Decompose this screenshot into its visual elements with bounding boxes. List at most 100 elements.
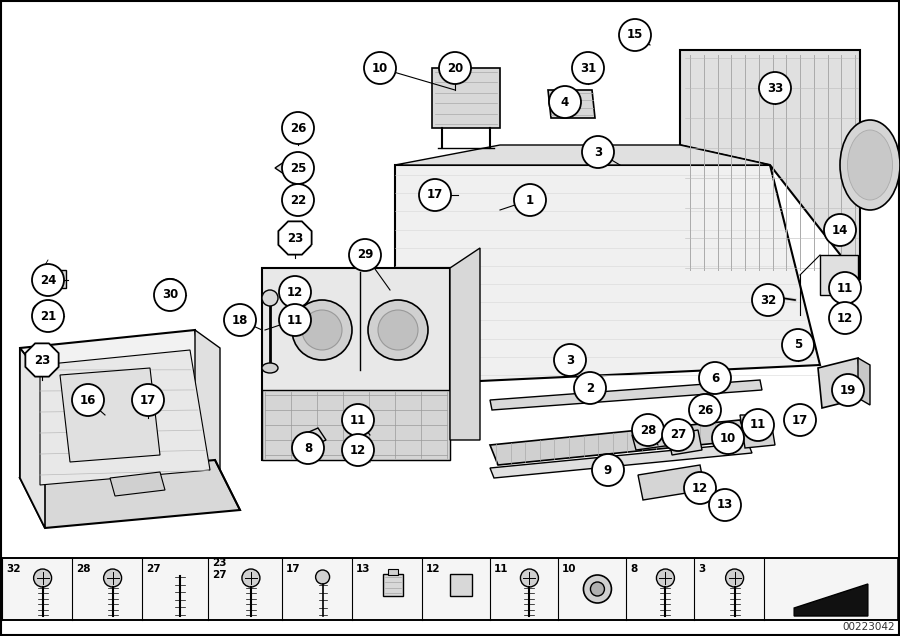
Circle shape xyxy=(154,279,186,311)
Text: 11: 11 xyxy=(350,413,366,427)
Polygon shape xyxy=(432,68,500,128)
Circle shape xyxy=(662,419,694,451)
Circle shape xyxy=(757,290,767,300)
Text: 28: 28 xyxy=(640,424,656,436)
Text: 27: 27 xyxy=(670,429,686,441)
Circle shape xyxy=(302,310,342,350)
Polygon shape xyxy=(490,420,748,465)
Text: 12: 12 xyxy=(426,564,440,574)
Text: 29: 29 xyxy=(356,249,374,261)
Circle shape xyxy=(582,136,614,168)
Bar xyxy=(2,558,898,620)
Polygon shape xyxy=(292,191,310,204)
Circle shape xyxy=(316,570,329,584)
Circle shape xyxy=(33,569,51,587)
Polygon shape xyxy=(20,460,240,528)
Text: 10: 10 xyxy=(720,431,736,445)
Text: 30: 30 xyxy=(162,289,178,301)
Text: 17: 17 xyxy=(792,413,808,427)
Circle shape xyxy=(824,214,856,246)
Circle shape xyxy=(699,362,731,394)
Text: 15: 15 xyxy=(626,29,644,41)
Polygon shape xyxy=(60,368,160,462)
Circle shape xyxy=(378,310,418,350)
Text: 21: 21 xyxy=(40,310,56,322)
Polygon shape xyxy=(858,358,870,405)
Circle shape xyxy=(224,304,256,336)
Polygon shape xyxy=(450,248,480,440)
Text: 25: 25 xyxy=(290,162,306,174)
Polygon shape xyxy=(395,145,770,165)
Text: 22: 22 xyxy=(290,193,306,207)
Polygon shape xyxy=(680,50,860,280)
Circle shape xyxy=(752,284,784,316)
Circle shape xyxy=(292,432,324,464)
Polygon shape xyxy=(395,165,820,385)
Text: 5: 5 xyxy=(794,338,802,352)
Text: 10: 10 xyxy=(562,564,577,574)
Circle shape xyxy=(709,489,741,521)
Bar xyxy=(388,569,398,575)
Text: 23: 23 xyxy=(287,232,303,244)
Circle shape xyxy=(292,300,352,360)
Circle shape xyxy=(279,276,311,308)
Text: 23: 23 xyxy=(34,354,50,366)
Circle shape xyxy=(619,19,651,51)
Bar xyxy=(38,270,66,288)
Circle shape xyxy=(584,58,592,66)
Ellipse shape xyxy=(39,307,51,314)
Circle shape xyxy=(279,304,311,336)
Ellipse shape xyxy=(33,303,57,317)
Circle shape xyxy=(581,55,595,69)
Circle shape xyxy=(32,264,64,296)
Text: 3: 3 xyxy=(698,564,706,574)
Text: 32: 32 xyxy=(760,293,776,307)
Text: 17: 17 xyxy=(427,188,443,202)
Text: 32: 32 xyxy=(6,564,21,574)
Circle shape xyxy=(742,409,774,441)
Circle shape xyxy=(514,184,546,216)
Circle shape xyxy=(759,72,791,104)
Polygon shape xyxy=(820,255,858,295)
Circle shape xyxy=(782,329,814,361)
Circle shape xyxy=(725,569,743,587)
Circle shape xyxy=(712,422,744,454)
Circle shape xyxy=(439,52,471,84)
Circle shape xyxy=(342,404,374,436)
Circle shape xyxy=(583,575,611,603)
Circle shape xyxy=(262,290,278,306)
Text: 26: 26 xyxy=(697,403,713,417)
Polygon shape xyxy=(794,584,868,616)
Text: 17: 17 xyxy=(286,564,301,574)
Circle shape xyxy=(832,374,864,406)
Circle shape xyxy=(419,179,451,211)
Circle shape xyxy=(132,384,164,416)
Circle shape xyxy=(590,582,605,596)
Circle shape xyxy=(689,394,721,426)
Circle shape xyxy=(554,344,586,376)
Circle shape xyxy=(684,472,716,504)
Polygon shape xyxy=(668,430,702,455)
Text: 3: 3 xyxy=(566,354,574,366)
Text: 10: 10 xyxy=(372,62,388,74)
Polygon shape xyxy=(110,472,165,496)
Circle shape xyxy=(282,152,314,184)
Circle shape xyxy=(829,302,861,334)
Text: 11: 11 xyxy=(750,418,766,431)
Text: 18: 18 xyxy=(232,314,248,326)
Circle shape xyxy=(342,434,374,466)
Polygon shape xyxy=(278,221,311,254)
Text: 2: 2 xyxy=(586,382,594,394)
Circle shape xyxy=(549,86,581,118)
Text: 11: 11 xyxy=(494,564,508,574)
Text: 1: 1 xyxy=(526,193,534,207)
Ellipse shape xyxy=(848,130,893,200)
Text: 11: 11 xyxy=(287,314,303,326)
Circle shape xyxy=(656,569,674,587)
Circle shape xyxy=(349,239,381,271)
Ellipse shape xyxy=(840,120,900,210)
Polygon shape xyxy=(302,428,326,447)
Text: 31: 31 xyxy=(580,62,596,74)
Bar xyxy=(630,28,648,44)
Circle shape xyxy=(829,272,861,304)
